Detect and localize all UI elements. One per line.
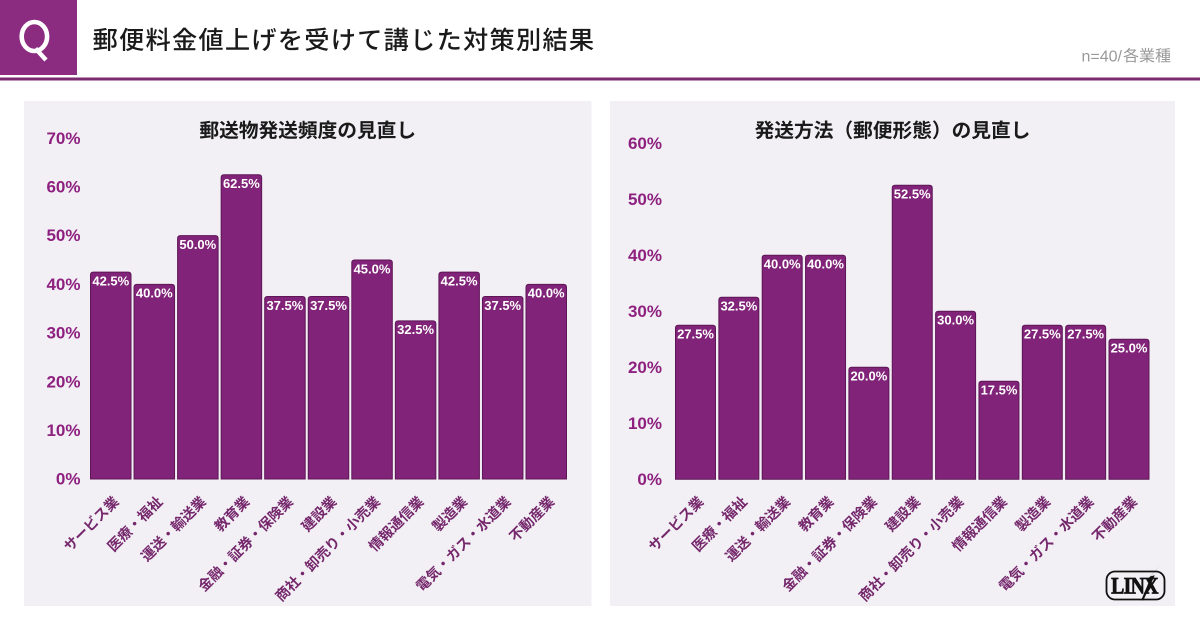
svg-text:70%: 70% xyxy=(46,129,80,148)
svg-text:60%: 60% xyxy=(628,134,662,153)
svg-text:10%: 10% xyxy=(46,421,80,440)
svg-text:30.0%: 30.0% xyxy=(937,313,974,328)
svg-text:25.0%: 25.0% xyxy=(1111,341,1148,356)
svg-text:27.5%: 27.5% xyxy=(1067,327,1104,342)
svg-text:50%: 50% xyxy=(46,226,80,245)
svg-text:n=40/: n=40/ xyxy=(1082,48,1123,65)
svg-text:20.0%: 20.0% xyxy=(850,369,887,384)
svg-text:17.5%: 17.5% xyxy=(981,383,1018,398)
svg-text:50.0%: 50.0% xyxy=(179,237,216,252)
svg-text:50%: 50% xyxy=(628,190,662,209)
svg-text:40.0%: 40.0% xyxy=(528,286,565,301)
svg-text:0%: 0% xyxy=(56,470,81,489)
svg-text:32.5%: 32.5% xyxy=(397,322,434,337)
svg-text:45.0%: 45.0% xyxy=(354,261,391,276)
svg-text:52.5%: 52.5% xyxy=(894,187,931,202)
svg-text:60%: 60% xyxy=(46,178,80,197)
svg-text:10%: 10% xyxy=(628,414,662,433)
svg-text:42.5%: 42.5% xyxy=(441,274,478,289)
svg-text:20%: 20% xyxy=(46,372,80,391)
svg-text:37.5%: 37.5% xyxy=(484,298,521,313)
svg-text:40%: 40% xyxy=(628,246,662,265)
svg-text:27.5%: 27.5% xyxy=(677,327,714,342)
svg-text:42.5%: 42.5% xyxy=(92,274,129,289)
svg-text:40.0%: 40.0% xyxy=(807,257,844,272)
svg-text:62.5%: 62.5% xyxy=(223,176,260,191)
svg-text:40%: 40% xyxy=(46,275,80,294)
svg-text:37.5%: 37.5% xyxy=(310,298,347,313)
svg-text:30%: 30% xyxy=(628,302,662,321)
svg-text:37.5%: 37.5% xyxy=(266,298,303,313)
svg-text:40.0%: 40.0% xyxy=(136,286,173,301)
svg-text:27.5%: 27.5% xyxy=(1024,327,1061,342)
svg-text:30%: 30% xyxy=(46,324,80,343)
svg-text:20%: 20% xyxy=(628,358,662,377)
svg-text:40.0%: 40.0% xyxy=(764,257,801,272)
svg-text:0%: 0% xyxy=(637,470,662,489)
svg-text:32.5%: 32.5% xyxy=(720,299,757,314)
